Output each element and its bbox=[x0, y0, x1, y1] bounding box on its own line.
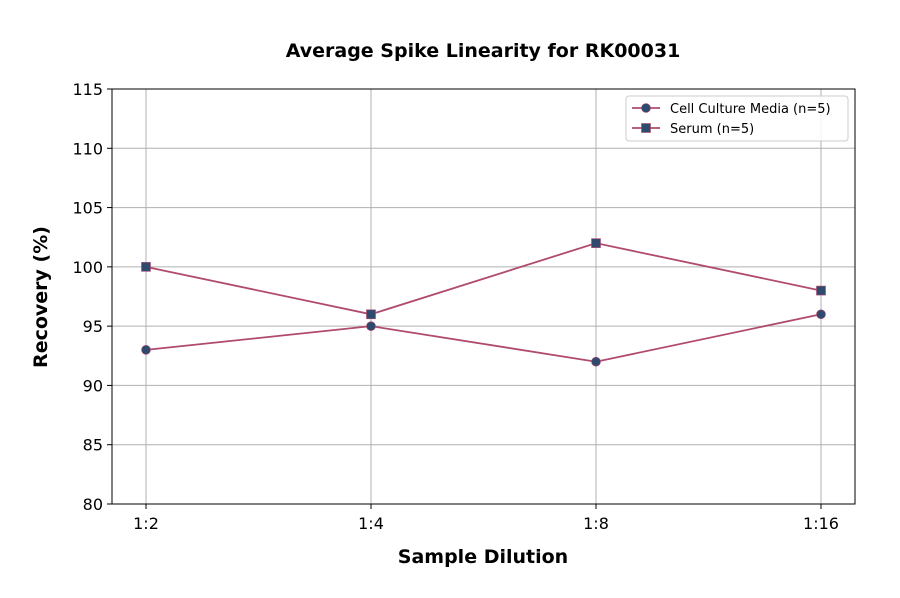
data-point-0-1 bbox=[366, 321, 376, 331]
legend-marker-square-icon bbox=[641, 123, 651, 133]
data-point-1-3 bbox=[816, 285, 826, 296]
data-point-1-0 bbox=[141, 262, 151, 272]
data-point-0-0 bbox=[141, 345, 151, 355]
data-point-0-2 bbox=[591, 356, 601, 367]
y-tick-label: 115 bbox=[72, 80, 103, 99]
data-point-1-1 bbox=[366, 309, 376, 320]
y-tick-label: 105 bbox=[72, 199, 103, 218]
legend-box bbox=[625, 95, 849, 142]
series-line-0 bbox=[145, 313, 822, 363]
data-point-1-2 bbox=[591, 238, 601, 248]
chart-title: Average Spike Linearity for RK00031 bbox=[286, 40, 681, 62]
y-tick-label: 85 bbox=[83, 436, 103, 455]
legend: Cell Culture Media (n=5) Serum (n=5) bbox=[625, 95, 849, 142]
y-axis-label: Recovery (%) bbox=[30, 226, 52, 368]
legend-marker-circle-icon bbox=[641, 103, 651, 113]
x-tick-label: 1:8 bbox=[583, 514, 609, 533]
plot-area-frame bbox=[111, 88, 856, 505]
legend-label: Serum (n=5) bbox=[670, 122, 754, 137]
y-tick-label: 100 bbox=[72, 258, 103, 277]
x-tick-label: 1:2 bbox=[133, 514, 159, 533]
y-tick-label: 110 bbox=[72, 139, 103, 158]
y-tick-label: 80 bbox=[83, 495, 103, 514]
x-tick-label: 1:4 bbox=[358, 514, 384, 533]
y-tick-label: 90 bbox=[83, 376, 103, 395]
x-axis-label: Sample Dilution bbox=[398, 546, 568, 568]
series-line-1 bbox=[145, 242, 822, 316]
legend-label: Cell Culture Media (n=5) bbox=[670, 102, 831, 117]
data-point-0-3 bbox=[816, 309, 826, 320]
y-tick-label: 95 bbox=[83, 317, 103, 336]
x-tick-label: 1:16 bbox=[803, 514, 839, 533]
